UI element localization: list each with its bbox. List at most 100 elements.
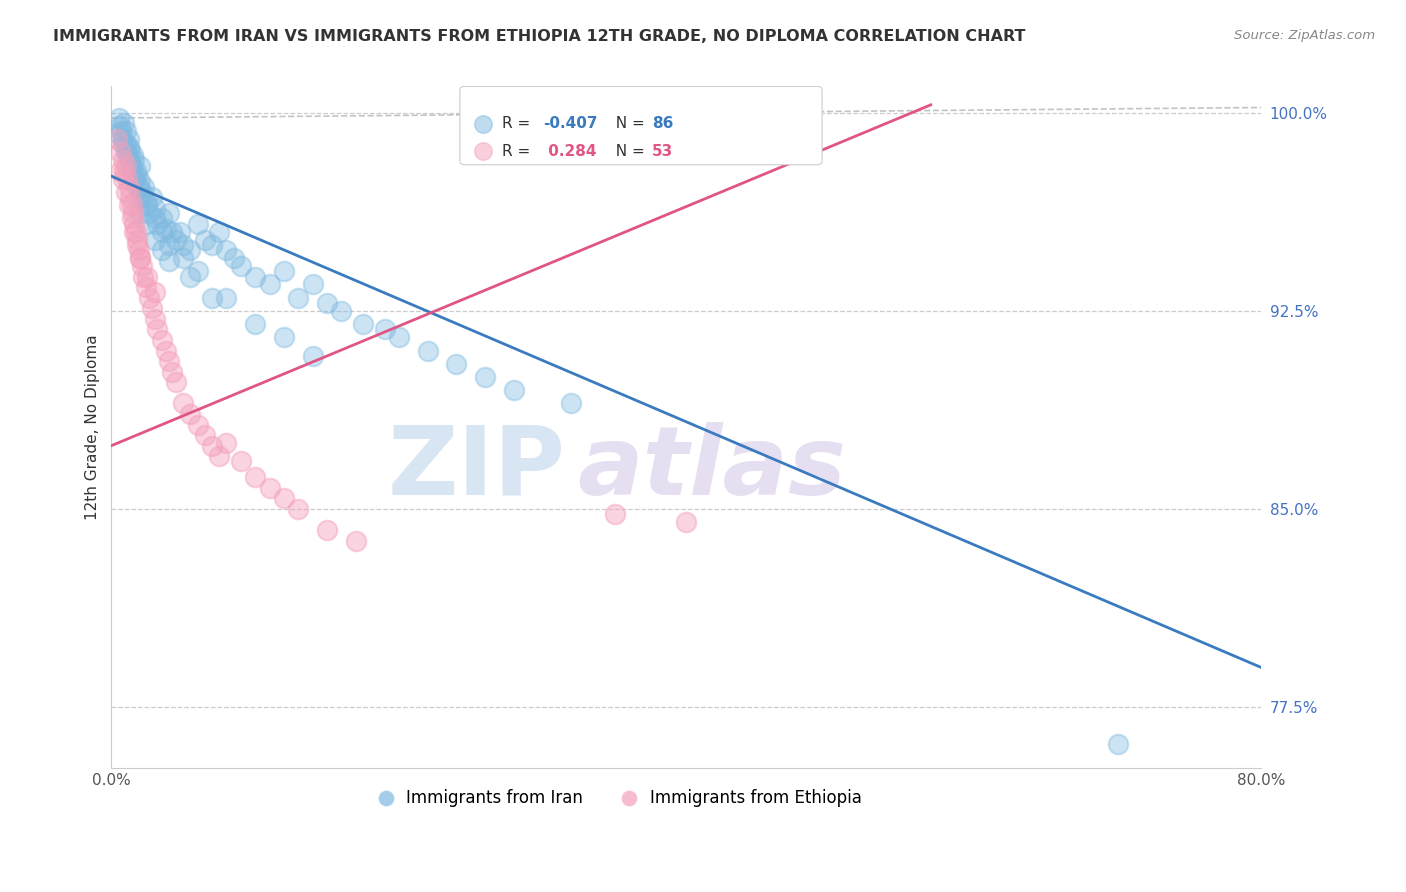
- Point: [138, 206, 160, 220]
- Point: [373, 322, 395, 336]
- Point: [222, 251, 245, 265]
- Point: [179, 269, 201, 284]
- Point: [114, 137, 136, 152]
- Point: [122, 206, 145, 220]
- Point: [146, 217, 169, 231]
- Point: [229, 454, 252, 468]
- Point: [115, 145, 138, 160]
- Point: [187, 264, 209, 278]
- Point: [141, 301, 163, 316]
- Point: [243, 317, 266, 331]
- Point: [120, 153, 142, 168]
- Text: 53: 53: [652, 144, 673, 159]
- Point: [150, 211, 173, 226]
- Point: [194, 233, 217, 247]
- Point: [157, 206, 180, 220]
- Point: [169, 225, 191, 239]
- Point: [112, 116, 135, 130]
- Point: [125, 225, 148, 239]
- Point: [150, 333, 173, 347]
- Point: [259, 277, 281, 292]
- Point: [560, 396, 582, 410]
- Point: [132, 190, 155, 204]
- Point: [129, 190, 152, 204]
- Point: [124, 171, 146, 186]
- Point: [179, 407, 201, 421]
- Point: [330, 304, 353, 318]
- Point: [243, 470, 266, 484]
- Point: [165, 376, 187, 390]
- Text: 0.284: 0.284: [543, 144, 596, 159]
- Point: [115, 171, 138, 186]
- Point: [127, 179, 149, 194]
- Point: [136, 198, 159, 212]
- Point: [187, 417, 209, 432]
- Point: [446, 357, 468, 371]
- Point: [229, 259, 252, 273]
- Point: [243, 269, 266, 284]
- Point: [564, 357, 586, 371]
- Point: [215, 243, 238, 257]
- Point: [287, 291, 309, 305]
- Point: [131, 259, 153, 273]
- Point: [143, 311, 166, 326]
- Point: [179, 243, 201, 257]
- Point: [155, 343, 177, 358]
- Point: [129, 159, 152, 173]
- Point: [118, 153, 141, 168]
- Point: [301, 277, 323, 292]
- Point: [143, 233, 166, 247]
- Point: [316, 296, 339, 310]
- Point: [125, 164, 148, 178]
- Point: [124, 153, 146, 168]
- Point: [131, 185, 153, 199]
- Point: [201, 238, 224, 252]
- Point: [110, 124, 132, 138]
- Point: [259, 481, 281, 495]
- Point: [108, 145, 131, 160]
- Point: [134, 179, 156, 194]
- Point: [121, 198, 143, 212]
- Point: [127, 233, 149, 247]
- Point: [138, 291, 160, 305]
- Point: [146, 322, 169, 336]
- Point: [129, 251, 152, 265]
- Point: [114, 185, 136, 199]
- Point: [122, 148, 145, 162]
- Point: [194, 428, 217, 442]
- Point: [675, 515, 697, 529]
- Text: -0.407: -0.407: [543, 116, 598, 131]
- Point: [150, 243, 173, 257]
- Point: [273, 491, 295, 506]
- Point: [128, 179, 150, 194]
- Point: [160, 225, 183, 239]
- Point: [564, 251, 586, 265]
- Point: [208, 449, 231, 463]
- Point: [124, 225, 146, 239]
- Point: [132, 269, 155, 284]
- Point: [215, 291, 238, 305]
- Point: [136, 269, 159, 284]
- Point: [187, 217, 209, 231]
- Point: [124, 217, 146, 231]
- Point: [172, 396, 194, 410]
- Point: [121, 164, 143, 178]
- Point: [121, 211, 143, 226]
- Point: [388, 330, 411, 344]
- Point: [157, 253, 180, 268]
- Point: [105, 132, 128, 146]
- Point: [118, 198, 141, 212]
- Text: IMMIGRANTS FROM IRAN VS IMMIGRANTS FROM ETHIOPIA 12TH GRADE, NO DIPLOMA CORRELAT: IMMIGRANTS FROM IRAN VS IMMIGRANTS FROM …: [53, 29, 1026, 44]
- Point: [273, 264, 295, 278]
- Point: [352, 317, 374, 331]
- Point: [129, 206, 152, 220]
- Point: [143, 211, 166, 226]
- Point: [107, 111, 129, 125]
- Point: [136, 195, 159, 210]
- Point: [118, 140, 141, 154]
- Point: [143, 201, 166, 215]
- Text: atlas: atlas: [576, 422, 846, 515]
- Point: [127, 238, 149, 252]
- Point: [114, 159, 136, 173]
- Point: [118, 179, 141, 194]
